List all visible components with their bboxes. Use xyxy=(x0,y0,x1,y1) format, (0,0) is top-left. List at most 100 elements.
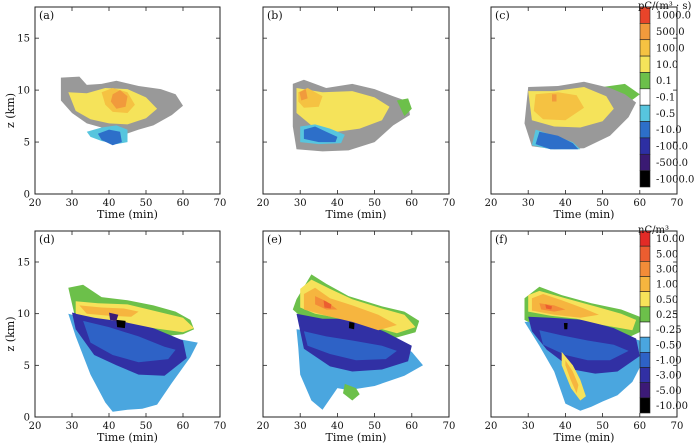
contour-region xyxy=(535,131,579,150)
x-tick-label: 60 xyxy=(405,421,418,432)
panel-label: (c) xyxy=(495,9,510,22)
colorbar-label: -10.0 xyxy=(656,125,682,136)
contour-region xyxy=(303,331,397,361)
panel-c: 20 30 40 50 60 70 Time (min) (c) xyxy=(485,6,684,221)
contour-region xyxy=(116,319,126,329)
contour-layer xyxy=(68,284,198,412)
x-axis-label: Time (min) xyxy=(326,431,387,444)
x-tick-label: 70 xyxy=(671,421,684,432)
x-tick-label: 60 xyxy=(405,198,418,209)
plot-frame xyxy=(490,230,678,418)
contour-layer xyxy=(60,76,183,146)
contour-region xyxy=(110,90,128,109)
x-tick-label: 40 xyxy=(559,198,572,209)
x-tick-label: 20 xyxy=(257,198,270,209)
x-tick-label: 40 xyxy=(331,198,344,209)
colorbar-label: -1000.0 xyxy=(656,174,694,185)
x-tick-label: 60 xyxy=(177,198,190,209)
colorbar-swatch xyxy=(639,336,651,353)
y-axis-label: z (km) xyxy=(4,93,17,128)
panel-label: (d) xyxy=(39,233,55,246)
colorbar-label: 10.00 xyxy=(656,234,685,245)
x-tick-label: 50 xyxy=(596,421,609,432)
x-tick-label: 20 xyxy=(29,421,42,432)
colorbar-label: 5.00 xyxy=(656,249,678,260)
x-tick-label: 40 xyxy=(331,421,344,432)
colorbar-charge-density: 10.00 5.00 3.00 1.00 0.50 0.25 -0.25 -0.50 -1.00… xyxy=(638,225,688,414)
x-tick-label: 60 xyxy=(633,198,646,209)
colorbar-label: -3.00 xyxy=(656,371,682,382)
y-tick-label: 0 xyxy=(24,413,30,424)
x-tick-label: 30 xyxy=(66,421,79,432)
colorbar-swatch xyxy=(639,367,651,383)
colorbar-charge-rate: 1000.0 500.0 100.0 10.0 0.1 -0.1 -0.5 -10.0 -100… xyxy=(638,1,694,188)
colorbar-label: 500.0 xyxy=(656,27,685,38)
panel-label: (a) xyxy=(39,9,54,22)
contour-region xyxy=(299,89,308,101)
colorbar-label: -500.0 xyxy=(656,158,688,169)
x-tick-label: 20 xyxy=(257,421,270,432)
colorbar-label: -10.00 xyxy=(656,401,688,412)
x-axis-label: Time (min) xyxy=(97,431,158,444)
colorbar-title: pC/(m³ · s) xyxy=(638,1,691,12)
colorbar-swatch xyxy=(639,23,651,41)
y-tick-label: 15 xyxy=(17,258,30,269)
x-axis-label: Time (min) xyxy=(326,208,387,221)
x-tick-label: 60 xyxy=(633,421,646,432)
colorbar-title: nC/m³ xyxy=(638,225,669,236)
colorbar-label: -1.00 xyxy=(656,355,682,366)
plot-frame xyxy=(34,6,221,195)
contour-region xyxy=(303,287,397,331)
x-tick-label: 70 xyxy=(671,198,684,209)
x-tick-label: 40 xyxy=(103,421,116,432)
colorbar-swatch xyxy=(639,55,651,73)
contour-region xyxy=(83,320,176,363)
colorbar-label: 0.25 xyxy=(656,310,678,321)
contour-region xyxy=(533,92,584,121)
colorbar-label: 100.0 xyxy=(656,43,685,54)
contour-layer xyxy=(524,81,640,150)
colorbar-label: 0.50 xyxy=(656,295,678,306)
colorbar-label: 3.00 xyxy=(656,264,678,275)
contour-region xyxy=(552,94,557,102)
colorbar-swatch xyxy=(639,397,651,414)
contour-region xyxy=(396,98,412,117)
x-tick-label: 50 xyxy=(368,198,381,209)
contour-region xyxy=(348,321,355,330)
panel-e: 20 30 40 50 60 70 Time (min) (e) xyxy=(257,230,456,444)
x-tick-label: 70 xyxy=(443,421,456,432)
panel-label: (e) xyxy=(267,233,282,246)
colorbar-label: 1.00 xyxy=(656,280,678,291)
colorbar-swatch xyxy=(639,321,651,338)
colorbar-label: 10.0 xyxy=(656,60,678,71)
colorbar-swatch xyxy=(639,121,651,139)
contour-layer xyxy=(524,286,644,411)
panel-label: (b) xyxy=(267,9,283,22)
colorbar-swatch xyxy=(639,276,651,292)
contour-region xyxy=(343,383,360,401)
colorbar-swatch xyxy=(639,245,651,262)
plot-frame xyxy=(34,230,221,418)
x-axis-label: Time (min) xyxy=(554,431,615,444)
x-tick-label: 50 xyxy=(596,198,609,209)
x-tick-label: 70 xyxy=(214,198,227,209)
colorbar-swatch xyxy=(639,137,651,155)
x-tick-label: 30 xyxy=(294,198,307,209)
contour-layer xyxy=(292,274,423,410)
contour-region xyxy=(545,304,552,310)
colorbar-swatch xyxy=(639,261,651,277)
colorbar-swatch xyxy=(639,153,651,171)
colorbar-label: -0.50 xyxy=(656,340,682,351)
colorbar-swatch xyxy=(639,352,651,368)
colorbar-label: -100.0 xyxy=(656,142,688,153)
x-axis-label: Time (min) xyxy=(554,208,615,221)
contour-region xyxy=(531,294,599,318)
y-tick-label: 0 xyxy=(24,190,30,201)
colorbar-swatch xyxy=(639,170,651,188)
colorbar-swatch xyxy=(639,104,651,122)
colorbar-label: -0.25 xyxy=(656,325,682,336)
y-tick-label: 5 xyxy=(24,361,30,372)
x-tick-label: 50 xyxy=(368,421,381,432)
x-tick-label: 60 xyxy=(177,421,190,432)
